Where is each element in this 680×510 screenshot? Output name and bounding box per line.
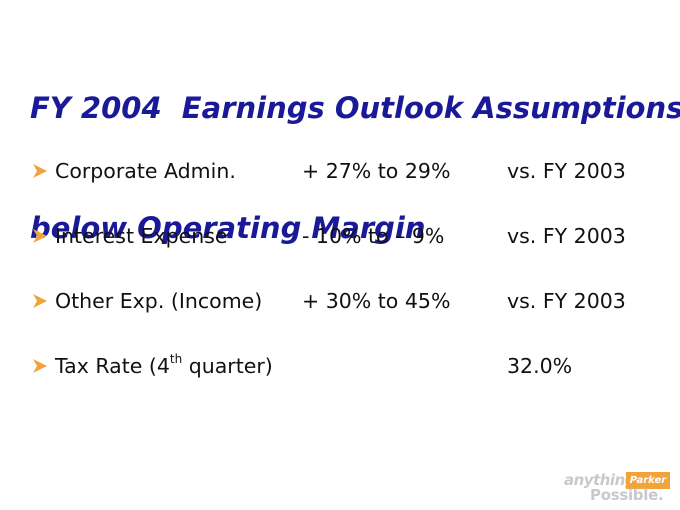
assumption-comparison: vs. FY 2003 [507, 289, 626, 313]
assumption-label: Interest Expense [55, 224, 228, 248]
assumption-row-corporate-admin: Corporate Admin. + 27% to 29% vs. FY 200… [32, 156, 672, 186]
assumption-comparison: vs. FY 2003 [507, 159, 626, 183]
arrowhead-bullet-icon [33, 294, 47, 308]
logo-tagline-top: anything [564, 471, 636, 489]
logo-tagline-bottom: Possible. [590, 486, 664, 504]
arrowhead-bullet-icon [33, 164, 47, 178]
assumption-label: Corporate Admin. [55, 159, 236, 183]
assumption-range: + 27% to 29% [302, 159, 451, 183]
assumption-row-tax-rate: Tax Rate (4th quarter) 32.0% [32, 351, 672, 381]
assumption-range: - 10% to – 9% [302, 224, 445, 248]
assumption-label: Tax Rate (4th quarter) [55, 351, 273, 381]
slide-title-line-1: FY 2004 Earnings Outlook Assumptions [30, 91, 680, 125]
assumption-row-other-expense: Other Exp. (Income) + 30% to 45% vs. FY … [32, 286, 672, 316]
assumption-range: + 30% to 45% [302, 289, 451, 313]
slide-title-line-2: below Operating Margin [30, 211, 426, 245]
assumption-label: Other Exp. (Income) [55, 289, 263, 313]
label-superscript: th [169, 352, 183, 367]
assumption-comparison: vs. FY 2003 [507, 224, 626, 248]
logo-brand: Parker [626, 472, 670, 489]
label-suffix: quarter) [182, 354, 273, 378]
label-prefix: Tax Rate (4 [55, 354, 170, 378]
assumption-comparison: 32.0% [507, 354, 573, 378]
assumption-row-interest-expense: Interest Expense - 10% to – 9% vs. FY 20… [32, 221, 672, 251]
arrowhead-bullet-icon [33, 359, 47, 373]
parker-logo: anything Parker Possible. [562, 471, 674, 505]
slide-title: FY 2004 Earnings Outlook Assumptions bel… [30, 8, 680, 288]
arrowhead-bullet-icon [33, 229, 47, 243]
